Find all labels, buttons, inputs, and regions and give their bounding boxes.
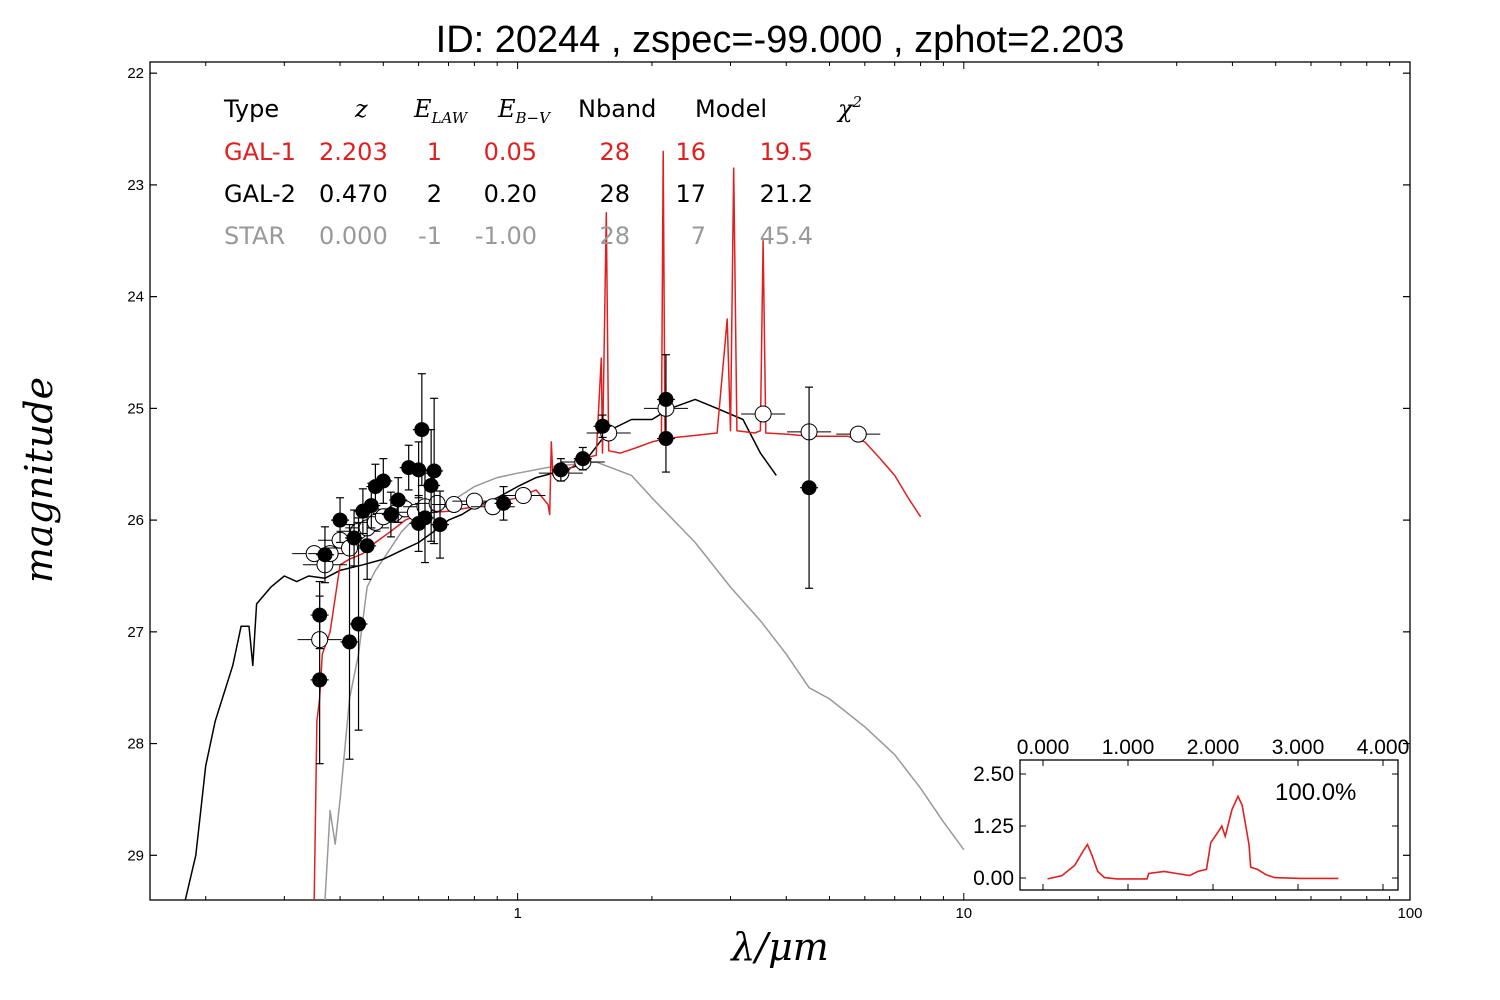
- fit-table-header-type: Type: [223, 95, 279, 123]
- observed-point: [363, 498, 379, 514]
- fit-table-header-nband: Nband: [578, 95, 656, 123]
- series-layer: [184, 150, 965, 901]
- observed-point: [553, 462, 569, 478]
- observed-point: [411, 462, 427, 478]
- x-axis: 1 10 100: [205, 62, 1423, 922]
- inset-y-tick-label: 1.25: [973, 815, 1014, 838]
- y-tick-label: 28: [127, 736, 144, 753]
- y-tick-label: 26: [127, 512, 144, 529]
- observed-point: [375, 473, 391, 489]
- observed-point: [658, 391, 674, 407]
- observed-point: [595, 418, 611, 434]
- model-point: [849, 425, 867, 443]
- plot-frame: [149, 61, 1411, 901]
- observed-point: [423, 477, 439, 493]
- fit-table-cell-elaw: -1: [418, 222, 442, 250]
- observed-point: [351, 616, 367, 632]
- y-tick-label: 27: [127, 624, 144, 641]
- observed-point: [312, 672, 328, 688]
- pdf-inset: 0.000 1.000 2.000 3.000 4.000 0.00 1.25 2.50 10…: [973, 736, 1410, 891]
- observed-point: [575, 451, 591, 467]
- model-point: [754, 405, 772, 423]
- template-spectrum-line: [184, 398, 777, 901]
- fit-table-header-model: Model: [695, 95, 767, 123]
- inset-percent-label: 100.0%: [1275, 779, 1356, 806]
- template-spectrum-line: [313, 150, 922, 901]
- fit-table-cell-chi2: 21.2: [760, 180, 813, 208]
- points-layer: [292, 354, 881, 765]
- fit-table-cell-elaw: 2: [427, 180, 442, 208]
- fit-table-cell-ebv: -1.00: [475, 222, 537, 250]
- fit-table-cell-chi2: 45.4: [760, 222, 813, 250]
- inset-frame: [1019, 759, 1399, 891]
- y-tick-label: 24: [127, 289, 144, 306]
- fit-table-header-ebv: EB−V: [497, 95, 552, 127]
- fit-table-header-elaw: ELAW: [413, 95, 469, 127]
- fit-table-cell-z: 0.000: [319, 222, 388, 250]
- fit-table-cell-nband: 28: [599, 180, 630, 208]
- observed-point: [801, 480, 817, 496]
- observed-point: [332, 512, 348, 528]
- fit-table-cell-z: 0.470: [319, 180, 388, 208]
- fit-table-cell-nband: 28: [599, 138, 630, 166]
- observed-point: [346, 530, 362, 546]
- inset-y-tick-label: 2.50: [973, 763, 1014, 786]
- fit-table-cell-chi2: 19.5: [760, 138, 813, 166]
- fit-table-cell-ebv: 0.20: [484, 180, 537, 208]
- fit-table-header-chi2: χ2: [836, 93, 862, 123]
- inset-pdf-line: [1047, 794, 1339, 880]
- observed-point: [359, 538, 375, 554]
- x-tick-label: 1: [513, 905, 521, 922]
- model-point: [514, 487, 532, 505]
- model-point: [465, 492, 483, 510]
- inset-y-tick-label: 0.00: [973, 867, 1014, 890]
- chart-title: ID: 20244 , zspec=-99.000 , zphot=2.203: [436, 19, 1125, 61]
- observed-point: [417, 510, 433, 526]
- observed-point: [342, 634, 358, 650]
- fit-table-cell-type: GAL-2: [224, 180, 296, 208]
- observed-point: [658, 431, 674, 447]
- observed-point: [383, 507, 399, 523]
- x-tick-label: 10: [955, 905, 972, 922]
- inset-x-tick-label: 4.000: [1357, 736, 1410, 759]
- fit-table-cell-elaw: 1: [427, 138, 442, 166]
- fit-table-cell-type: GAL-1: [224, 138, 296, 166]
- y-tick-label: 23: [127, 177, 144, 194]
- fit-table-cell-ebv: 0.05: [484, 138, 537, 166]
- observed-point: [426, 463, 442, 479]
- observed-point: [432, 517, 448, 533]
- observed-point: [414, 422, 430, 438]
- template-spectrum-line: [324, 461, 965, 901]
- y-tick-label: 25: [127, 400, 144, 417]
- model-point: [428, 494, 446, 512]
- fit-table-cell-nband: 28: [599, 222, 630, 250]
- fit-table: Type z ELAW EB−V Nband Model χ2 GAL-1 2.2…: [223, 93, 862, 250]
- fit-table-cell-model: 16: [675, 138, 706, 166]
- observed-point: [496, 495, 512, 511]
- observed-point: [390, 492, 406, 508]
- fit-table-header-z: z: [354, 95, 368, 123]
- fit-table-cell-type: STAR: [224, 222, 285, 250]
- fit-table-cell-z: 2.203: [319, 138, 388, 166]
- inset-x-tick-label: 1.000: [1102, 736, 1155, 759]
- y-axis-label: magnitude: [17, 377, 61, 583]
- model-point: [445, 495, 463, 513]
- inset-x-tick-label: 2.000: [1187, 736, 1240, 759]
- x-axis-label: λ/μm: [729, 925, 829, 969]
- inset-x-tick-label: 3.000: [1272, 736, 1325, 759]
- fit-table-cell-model: 7: [691, 222, 706, 250]
- y-tick-label: 29: [127, 847, 144, 864]
- x-tick-label: 100: [1397, 905, 1422, 922]
- observed-point: [317, 547, 333, 563]
- fit-table-cell-model: 17: [675, 180, 706, 208]
- inset-x-tick-label: 0.000: [1017, 736, 1070, 759]
- y-tick-label: 22: [127, 65, 144, 82]
